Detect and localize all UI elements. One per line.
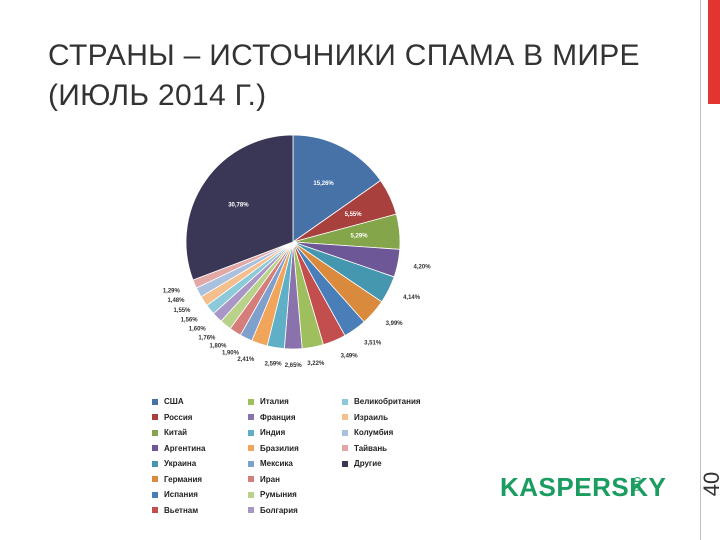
- legend-item: Германия: [152, 475, 202, 485]
- data-label-болгария: 1,60%: [189, 327, 207, 333]
- legend-item: Украина: [152, 459, 196, 469]
- logo-wordmark: KASPERSKY: [500, 472, 667, 502]
- page-number: 40: [699, 471, 720, 497]
- data-label-италия: 3,22%: [307, 361, 325, 367]
- legend-item: Другие: [342, 459, 382, 469]
- legend-item: Италия: [248, 397, 289, 407]
- data-label-аргентина: 4,20%: [414, 265, 432, 271]
- page-title: СТРАНЫ – ИСТОЧНИКИ СПАМА В МИРЕ (ИЮЛЬ 20…: [48, 39, 640, 112]
- legend-item: Великобритания: [342, 397, 421, 407]
- legend-item: Китай: [152, 428, 187, 438]
- legend-label: Колумбия: [354, 428, 394, 437]
- data-label-другие: 30,78%: [228, 202, 249, 208]
- legend-swatch: [152, 507, 158, 514]
- legend-item: Индия: [248, 428, 285, 438]
- legend-swatch: [248, 414, 254, 421]
- legend-item: Аргентина: [152, 444, 205, 454]
- legend-swatch: [152, 491, 158, 498]
- legend-label: Индия: [260, 428, 286, 437]
- data-label-украина: 4,14%: [403, 295, 421, 301]
- legend-label: Аргентина: [164, 443, 206, 453]
- legend-label: Иран: [260, 474, 280, 484]
- legend-label: Украина: [164, 459, 197, 468]
- legend-label: Тайвань: [354, 443, 388, 453]
- legend-item: Мексика: [248, 459, 293, 469]
- data-label-китай: 5,29%: [351, 234, 369, 240]
- data-label-вьетнам: 3,49%: [341, 353, 359, 359]
- data-label-бразилия: 2,41%: [237, 357, 255, 363]
- legend-label: Германия: [164, 474, 203, 484]
- legend-swatch: [342, 414, 348, 421]
- legend-swatch: [248, 476, 254, 483]
- legend-item: Бразилия: [248, 444, 299, 454]
- legend-item: Израиль: [342, 413, 388, 423]
- vertical-rule: [700, 0, 701, 540]
- legend-swatch: [342, 398, 348, 405]
- legend-item: Франция: [248, 413, 296, 423]
- legend-item: Иран: [248, 475, 280, 485]
- pie-slice-сша: [292, 134, 382, 243]
- legend-label: Великобритания: [354, 397, 421, 406]
- legend-item: Россия: [152, 413, 192, 423]
- legend-swatch: [152, 460, 158, 467]
- legend-swatch: [342, 460, 348, 467]
- data-label-россия: 5,55%: [345, 212, 363, 218]
- data-label-колумбия: 1,48%: [167, 298, 185, 304]
- legend-label: Франция: [260, 412, 296, 422]
- legend-label: Китай: [164, 428, 188, 437]
- legend-label: Румыния: [260, 490, 297, 499]
- data-label-иран: 1,80%: [210, 343, 228, 349]
- data-label-великобритания: 1,56%: [181, 318, 199, 324]
- legend-swatch: [248, 507, 254, 514]
- legend-label: Израиль: [354, 412, 388, 422]
- legend-label: Италия: [260, 397, 289, 406]
- pie-chart: 15,26% 5,55% 5,29% 4,20% 4,14% 3,99% 3,51% 3,49…: [163, 134, 432, 369]
- data-label-румыния: 1,76%: [198, 335, 216, 341]
- legend-swatch: [342, 429, 348, 436]
- data-label-франция: 2,65%: [285, 363, 303, 369]
- data-label-израиль: 1,55%: [173, 308, 191, 314]
- legend-item: США: [152, 397, 184, 407]
- accent-bar: [708, 0, 720, 104]
- chart-legend: США Россия Китай Аргентина Украина Германия Ис…: [152, 397, 452, 521]
- kaspersky-logo: KASPERSKY lab: [500, 472, 666, 506]
- legend-item: Вьетнам: [152, 506, 198, 516]
- legend-swatch: [248, 398, 254, 405]
- legend-swatch: [248, 429, 254, 436]
- legend-swatch: [152, 429, 158, 436]
- legend-item: Румыния: [248, 490, 297, 500]
- legend-item: Колумбия: [342, 428, 393, 438]
- legend-item: Болгария: [248, 506, 298, 516]
- legend-label: Мексика: [260, 459, 293, 468]
- legend-swatch: [248, 460, 254, 467]
- legend-label: Бразилия: [260, 443, 299, 453]
- pie-slice-другие: [185, 134, 294, 281]
- data-label-индия: 2,59%: [265, 361, 283, 367]
- legend-label: Другие: [354, 459, 382, 468]
- data-label-мексика: 1,90%: [222, 350, 240, 356]
- legend-label: Испания: [164, 490, 198, 499]
- legend-swatch: [152, 476, 158, 483]
- legend-item: Испания: [152, 490, 198, 500]
- data-label-германия: 3,99%: [386, 321, 404, 327]
- legend-swatch: [248, 445, 254, 452]
- data-label-сша: 15,26%: [313, 181, 334, 187]
- legend-swatch: [152, 445, 158, 452]
- legend-label: Болгария: [260, 505, 298, 515]
- legend-label: Вьетнам: [164, 505, 199, 515]
- data-label-испания: 3,51%: [364, 340, 382, 346]
- legend-swatch: [248, 491, 254, 498]
- legend-label: Россия: [164, 412, 193, 422]
- logo-suffix: lab: [631, 476, 644, 492]
- legend-swatch: [342, 445, 348, 452]
- legend-swatch: [152, 414, 158, 421]
- legend-swatch: [152, 398, 158, 405]
- data-label-тайвань: 1,29%: [163, 288, 181, 294]
- legend-item: Тайвань: [342, 444, 387, 454]
- legend-label: США: [164, 397, 184, 406]
